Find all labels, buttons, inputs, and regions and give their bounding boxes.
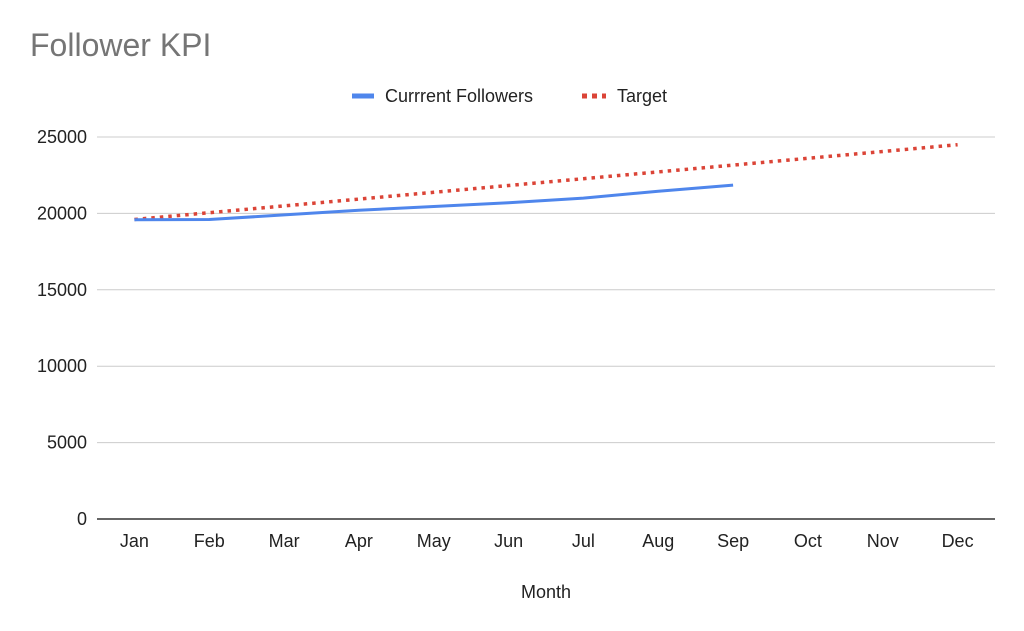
x-tick-label: Apr xyxy=(345,531,373,551)
legend: Currrent Followers Target xyxy=(352,86,667,106)
y-tick-label: 10000 xyxy=(37,356,87,376)
x-tick-label: Mar xyxy=(269,531,300,551)
x-tick-label: Jan xyxy=(120,531,149,551)
x-tick-label: Aug xyxy=(642,531,674,551)
x-tick-label: Jul xyxy=(572,531,595,551)
chart-title: Follower KPI xyxy=(30,27,211,63)
legend-label-target: Target xyxy=(617,86,667,106)
x-tick-label: Jun xyxy=(494,531,523,551)
x-tick-label: Feb xyxy=(194,531,225,551)
series-line-target xyxy=(134,142,958,222)
x-axis-label: Month xyxy=(521,582,571,602)
y-tick-label: 20000 xyxy=(37,203,87,223)
y-tick-label: 0 xyxy=(77,509,87,529)
x-tick-label: Nov xyxy=(867,531,899,551)
y-tick-label: 15000 xyxy=(37,280,87,300)
y-tick-label: 5000 xyxy=(47,433,87,453)
y-tick-label: 25000 xyxy=(37,127,87,147)
series-line-currrent-followers xyxy=(134,183,734,222)
x-tick-label: May xyxy=(417,531,451,551)
x-tick-label: Dec xyxy=(942,531,974,551)
x-tick-label: Sep xyxy=(717,531,749,551)
x-tick-label: Oct xyxy=(794,531,822,551)
legend-label-current-followers: Currrent Followers xyxy=(385,86,533,106)
